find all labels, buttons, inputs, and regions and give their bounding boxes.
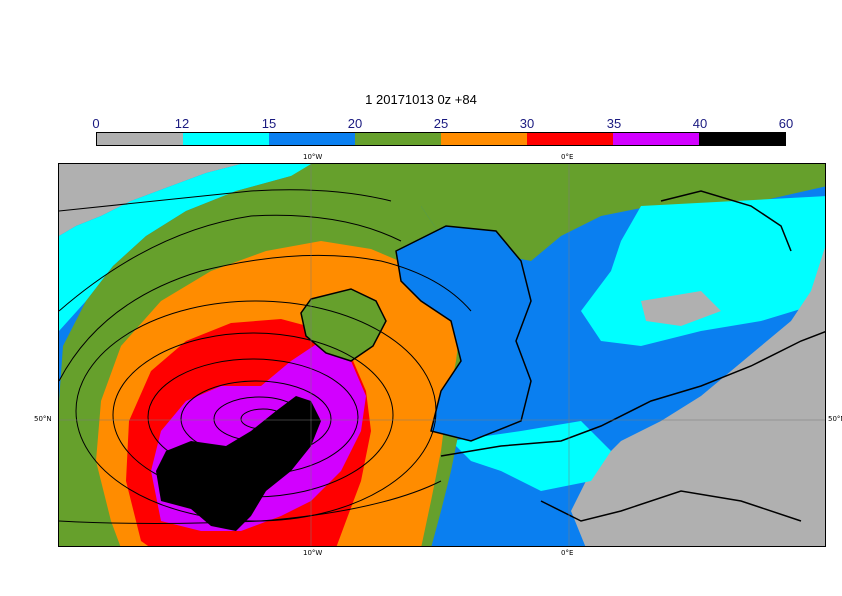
colorbar-label-20: 20 <box>347 116 363 131</box>
colorbar-band-35-40 <box>613 133 699 145</box>
colorbar-band-0-12 <box>97 133 183 145</box>
scandinavia-coast <box>660 190 792 252</box>
map-title: 1 20171013 0z +84 <box>365 92 477 107</box>
coastlines <box>300 190 825 522</box>
isobar-10 <box>59 480 442 524</box>
colorbar-label-15: 15 <box>261 116 277 131</box>
isobar-3 <box>180 380 332 458</box>
black-core-area <box>156 396 321 531</box>
grey-area-northwest <box>59 164 241 236</box>
border-line <box>540 490 802 522</box>
isobar-7 <box>59 254 472 382</box>
isobar-1 <box>240 408 286 430</box>
colorbar-band-25-30 <box>441 133 527 145</box>
lat-label-left-50n: 50°N <box>34 415 52 423</box>
colorbar-label-12: 12 <box>174 116 190 131</box>
cyan-area-northwest <box>59 164 331 331</box>
colorbar-band-40-60 <box>699 133 785 145</box>
isobar-9 <box>59 189 392 212</box>
continent-coast <box>440 330 825 457</box>
map-panel <box>58 163 826 547</box>
wind-speed-map <box>59 164 825 546</box>
cyan-area-channel <box>451 421 611 491</box>
lon-label-top-0e: 0°E <box>561 153 574 161</box>
colorbar <box>96 132 786 146</box>
colorbar-band-30-35 <box>527 133 613 145</box>
colorbar-label-35: 35 <box>606 116 622 131</box>
colorbar-band-12-15 <box>183 133 269 145</box>
isobar-5 <box>112 332 394 498</box>
lon-label-bottom-10w: 10°W <box>303 549 323 557</box>
graticule <box>59 164 825 546</box>
isobar-2 <box>213 396 305 442</box>
great-britain-land <box>396 226 531 441</box>
lat-label-right-50n: 50°N <box>828 415 842 423</box>
lon-label-bottom-0e: 0°E <box>561 549 574 557</box>
colorbar-band-20-25 <box>355 133 441 145</box>
colorbar-label-30: 30 <box>519 116 535 131</box>
grey-area-continent <box>571 247 825 546</box>
isobar-8 <box>59 214 402 312</box>
colorbar-band-15-20 <box>269 133 355 145</box>
colorbar-label-40: 40 <box>692 116 708 131</box>
green-area-north-sea <box>421 164 825 261</box>
colorbar-label-0: 0 <box>92 116 100 131</box>
cyan-area-east <box>581 196 825 346</box>
britain-coast <box>395 225 532 442</box>
isobar-4 <box>147 358 359 476</box>
ireland-land <box>301 289 386 361</box>
colorbar-label-25: 25 <box>433 116 449 131</box>
grey-patch-low-countries <box>641 291 721 326</box>
ireland-coast <box>300 288 387 362</box>
isobars <box>59 189 472 524</box>
lon-label-top-10w: 10°W <box>303 153 323 161</box>
colorbar-label-60: 60 <box>778 116 794 131</box>
